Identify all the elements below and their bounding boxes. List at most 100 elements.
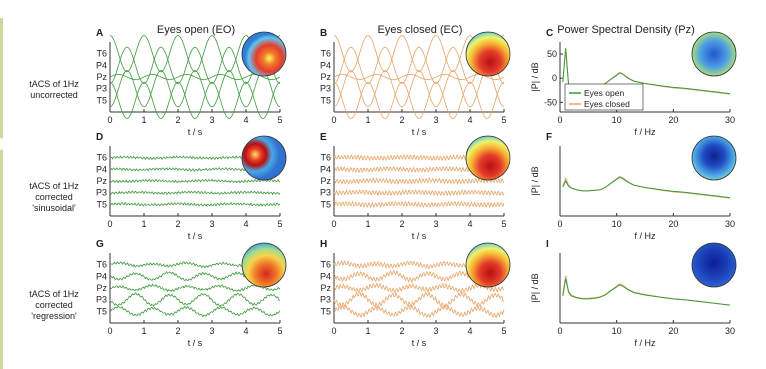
x-tick-label-A: 5 [277,115,282,125]
x-label-H: t / s [412,338,427,348]
channel-label-B-Pz: Pz [320,72,331,82]
x-tick-label-G: 3 [209,326,214,336]
y-tick-label-C: -50 [544,97,557,107]
x-tick-label-H: 1 [365,326,370,336]
trace-G-T5 [109,305,281,318]
channel-label-B-P4: P4 [320,60,331,70]
panel-letter-C: C [546,28,553,39]
trace-B-T5 [333,81,505,119]
trace-E-Pz [333,176,505,186]
topomap-C [691,31,737,77]
x-tick-label-F: 30 [725,219,735,229]
channel-label-A-Pz: Pz [96,72,107,82]
channel-label-E-T6: T6 [320,153,331,163]
x-tick-label-B: 3 [433,115,438,125]
x-tick-label-D: 2 [175,219,180,229]
topomap-F [691,135,737,181]
row-label-3-line-3: 'regression' [31,311,77,321]
topomap-D [241,135,287,181]
x-label-B: t / s [412,127,427,137]
row-label-3-line-1: tACS of 1Hz [29,289,79,299]
panel-letter-D: D [96,132,103,143]
panel-letter-F: F [546,132,552,143]
channel-label-B-T5: T5 [320,95,331,105]
x-tick-label-H: 4 [467,326,472,336]
row-label-3-line-2: corrected [35,300,73,310]
trace-B-P3 [333,70,505,108]
x-label-A: t / s [188,127,203,137]
x-tick-label-F: 0 [557,219,562,229]
trace-D-P3 [109,190,281,196]
series-F-eyes-open [562,176,731,199]
x-tick-label-B: 4 [467,115,472,125]
x-tick-label-G: 0 [107,326,112,336]
x-tick-label-D: 0 [107,219,112,229]
x-tick-label-D: 3 [209,219,214,229]
x-tick-label-A: 4 [243,115,248,125]
x-tick-label-H: 3 [433,326,438,336]
channel-label-A-T5: T5 [96,95,107,105]
trace-E-T5 [334,200,505,209]
x-tick-label-I: 30 [725,326,735,336]
x-tick-label-C: 10 [612,115,622,125]
y-tick-label-C: 0 [552,73,557,83]
channel-label-A-P4: P4 [96,60,107,70]
channel-label-E-P3: P3 [320,188,331,198]
x-label-E: t / s [412,231,427,241]
x-tick-label-G: 1 [141,326,146,336]
row-label-1: tACS of 1Hz uncorrected [29,79,79,100]
row-label-1-line-1: tACS of 1Hz [29,79,79,89]
panel-I: I 0 10 20 30 f / Hz |P| / dB [530,239,737,348]
panel-letter-A: A [96,28,103,39]
topomap-G [241,242,287,288]
channel-label-D-T6: T6 [96,153,107,163]
channel-label-G-T6: T6 [96,260,107,270]
frame-accent-bottom [0,150,3,369]
x-tick-label-I: 20 [668,326,678,336]
x-tick-label-G: 2 [175,326,180,336]
x-tick-label-C: 30 [725,115,735,125]
trace-D-T5 [109,201,281,207]
col-title-psd: Power Spectral Density (Pz) [557,24,695,36]
row-label-2-line-3: 'sinusoidal' [32,203,76,213]
series-I-eyes-open [562,278,731,306]
panel-letter-E: E [320,132,327,143]
channel-label-A-P3: P3 [96,84,107,94]
panel-letter-H: H [320,239,327,250]
x-label-F: f / Hz [634,231,656,241]
panel-letter-I: I [546,239,549,250]
x-tick-label-E: 2 [399,219,404,229]
channel-label-D-P3: P3 [96,188,107,198]
channel-label-H-P4: P4 [320,271,331,281]
channel-label-D-T5: T5 [96,199,107,209]
x-tick-label-D: 1 [141,219,146,229]
x-tick-label-A: 3 [209,115,214,125]
col-title-eo: Eyes open (EO) [157,24,235,36]
x-tick-label-G: 5 [277,326,282,336]
y-label-F: |P| / dB [530,166,540,195]
x-label-C: f / Hz [634,127,656,137]
channel-label-H-T5: T5 [320,306,331,316]
channel-label-B-T6: T6 [320,49,331,59]
y-label-I: |P| / dB [530,273,540,302]
trace-D-Pz [109,178,281,184]
x-tick-label-H: 5 [501,326,506,336]
x-tick-label-H: 0 [331,326,336,336]
x-tick-label-E: 4 [467,219,472,229]
x-tick-label-E: 5 [501,219,506,229]
x-label-D: t / s [188,231,203,241]
channel-label-G-P4: P4 [96,271,107,281]
x-tick-label-C: 20 [668,115,678,125]
panel-F: F 0 10 20 30 f / Hz |P| / dB [530,132,737,241]
x-tick-label-A: 1 [141,115,146,125]
trace-H-Pz [333,282,505,294]
x-label-I: f / Hz [634,338,656,348]
topomap-H [465,242,511,288]
trace-E-P3 [333,189,505,197]
legend-entry: Eyes open [584,88,624,98]
y-tick-label-C: 50 [547,49,557,59]
trace-A-P3 [109,70,281,108]
